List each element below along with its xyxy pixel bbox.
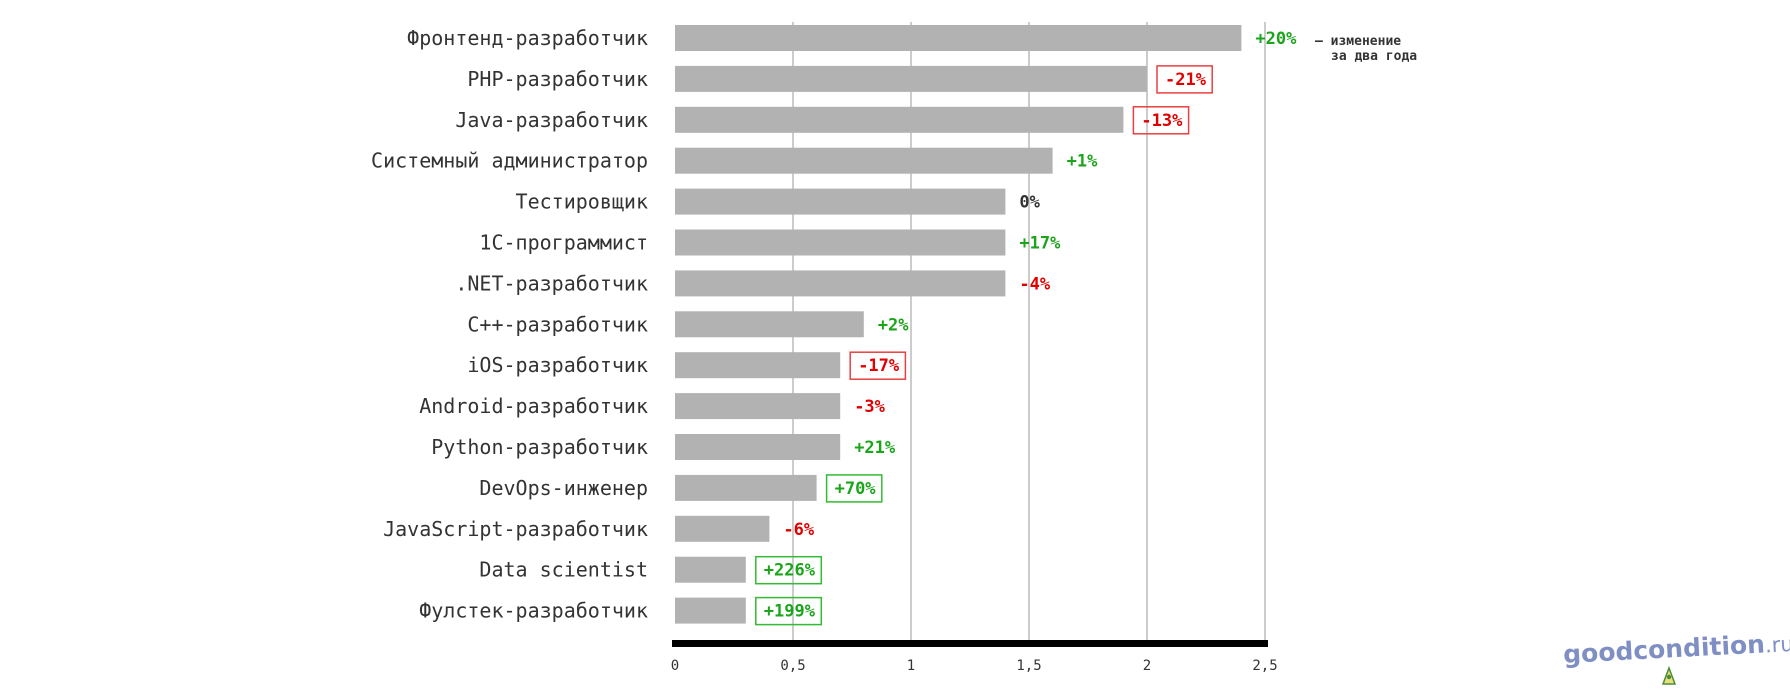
category-label: PHP-разработчик <box>467 67 648 91</box>
change-labels: +20% -21% -13% +1% 0% +17% -4% +2% -17% -3% +21% +7… <box>755 29 1297 626</box>
category-label: DevOps-инженер <box>479 476 648 500</box>
bar <box>675 188 1006 215</box>
watermark-logo-icon <box>1661 666 1677 685</box>
category-label: JavaScript-разработчик <box>383 517 648 541</box>
x-axis: 0 0,5 1 1,5 2 2,5 <box>671 640 1278 674</box>
x-tick-label: 1 <box>907 658 915 674</box>
category-labels: Фронтенд-разработчик PHP-разработчик Java-… <box>371 26 648 623</box>
change-label: +20% <box>1255 29 1297 49</box>
x-tick-label: 2,5 <box>1252 658 1277 674</box>
bar <box>675 65 1147 92</box>
category-label: .NET-разработчик <box>455 271 648 295</box>
change-note-line-1: – изменение <box>1315 34 1401 49</box>
bar <box>675 515 770 542</box>
category-label: Системный администратор <box>371 149 648 173</box>
category-label: iOS-разработчик <box>467 353 648 377</box>
change-label: +1% <box>1067 152 1098 172</box>
category-label: Фулстек-разработчик <box>419 599 648 623</box>
change-box <box>849 351 907 380</box>
change-label: +199% <box>764 602 816 622</box>
change-label: +17% <box>1019 234 1061 254</box>
change-note-line-2: за два года <box>1331 49 1417 64</box>
bar <box>675 229 1006 256</box>
change-box <box>825 474 883 503</box>
bar <box>675 147 1053 174</box>
change-label: -6% <box>783 520 814 540</box>
change-label: +226% <box>764 561 816 581</box>
change-label: +2% <box>878 315 909 335</box>
category-label: 1С-программист <box>479 231 648 255</box>
change-label: -13% <box>1141 111 1183 131</box>
category-label: Тестировщик <box>516 190 648 214</box>
change-label: -4% <box>1019 274 1050 294</box>
change-label: -21% <box>1165 70 1207 90</box>
category-label: Фронтенд-разработчик <box>407 26 648 50</box>
category-label: Python-разработчик <box>431 435 648 459</box>
bar <box>675 106 1124 133</box>
bar <box>675 270 1006 297</box>
category-label: Data scientist <box>479 558 648 582</box>
change-box <box>1132 106 1190 135</box>
x-tick-label: 0,5 <box>780 658 805 674</box>
category-label: Android-разработчик <box>419 394 648 418</box>
bar <box>675 434 841 460</box>
x-tick-label: 0 <box>671 658 679 674</box>
change-label: 0% <box>1019 193 1040 213</box>
bar <box>675 311 864 338</box>
bar <box>675 393 841 420</box>
bar <box>675 556 746 583</box>
x-tick-label: 2 <box>1143 658 1151 674</box>
watermark-suffix: .ru <box>1764 631 1790 658</box>
change-label: +21% <box>854 438 896 458</box>
change-note: – изменение за два года <box>1315 34 1417 64</box>
change-box <box>755 596 823 626</box>
bar <box>675 597 746 624</box>
bars <box>675 25 1242 624</box>
change-label: -3% <box>854 397 885 417</box>
change-label: -17% <box>858 356 900 376</box>
change-box <box>1156 65 1213 94</box>
change-box <box>755 555 823 585</box>
bar <box>675 25 1242 51</box>
category-label: C++-разработчик <box>467 312 648 336</box>
x-axis-line <box>672 640 1268 647</box>
change-label: +70% <box>835 479 877 499</box>
bar <box>675 352 841 379</box>
category-label: Java-разработчик <box>455 108 648 132</box>
x-tick-label: 1,5 <box>1016 658 1041 674</box>
bar <box>675 474 817 501</box>
